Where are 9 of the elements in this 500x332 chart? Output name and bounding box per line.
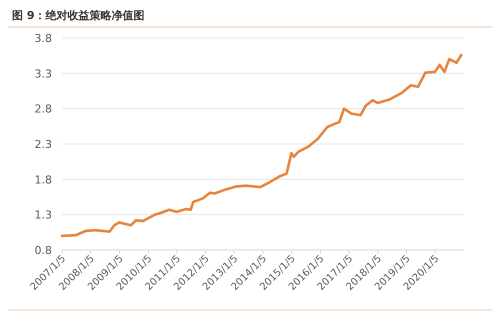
y-tick-label: 2.3 — [34, 138, 52, 151]
y-tick-label: 3.8 — [34, 32, 52, 45]
chart-title: 图 9：绝对收益策略净值图 — [12, 9, 144, 22]
line-series — [60, 54, 463, 238]
y-tick-label: 3.3 — [34, 67, 52, 80]
y-tick-label: 1.8 — [34, 173, 52, 186]
y-tick-label: 1.3 — [34, 208, 52, 222]
y-tick-label: 2.8 — [34, 102, 52, 116]
y-tick-label: 0.8 — [34, 244, 52, 257]
